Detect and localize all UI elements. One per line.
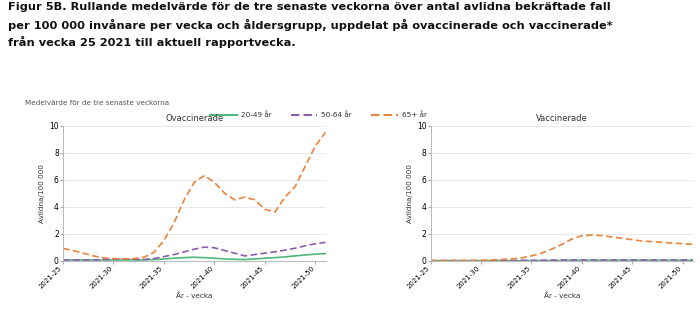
X-axis label: År - vecka: År - vecka: [176, 292, 212, 299]
Title: Vaccinerade: Vaccinerade: [536, 114, 587, 123]
Title: Ovaccinerade: Ovaccinerade: [165, 114, 223, 123]
X-axis label: År - vecka: År - vecka: [544, 292, 580, 299]
Y-axis label: Avlidna/100 000: Avlidna/100 000: [407, 164, 412, 223]
Y-axis label: Avlidna/100 000: Avlidna/100 000: [39, 164, 45, 223]
Text: från vecka 25 2021 till aktuell rapportvecka.: från vecka 25 2021 till aktuell rapportv…: [8, 36, 296, 48]
Text: Figur 5B. Rullande medelvärde för de tre senaste veckorna över antal avlidna bek: Figur 5B. Rullande medelvärde för de tre…: [8, 2, 611, 12]
Text: 65+ år: 65+ år: [402, 111, 427, 118]
Text: 20-49 år: 20-49 år: [241, 111, 272, 118]
Text: 50-64 år: 50-64 år: [321, 111, 352, 118]
Text: Medelvärde för de tre senaste veckorna: Medelvärde för de tre senaste veckorna: [25, 100, 169, 106]
Text: per 100 000 invånare per vecka och åldersgrupp, uppdelat på ovaccinerade och vac: per 100 000 invånare per vecka och ålder…: [8, 19, 613, 31]
